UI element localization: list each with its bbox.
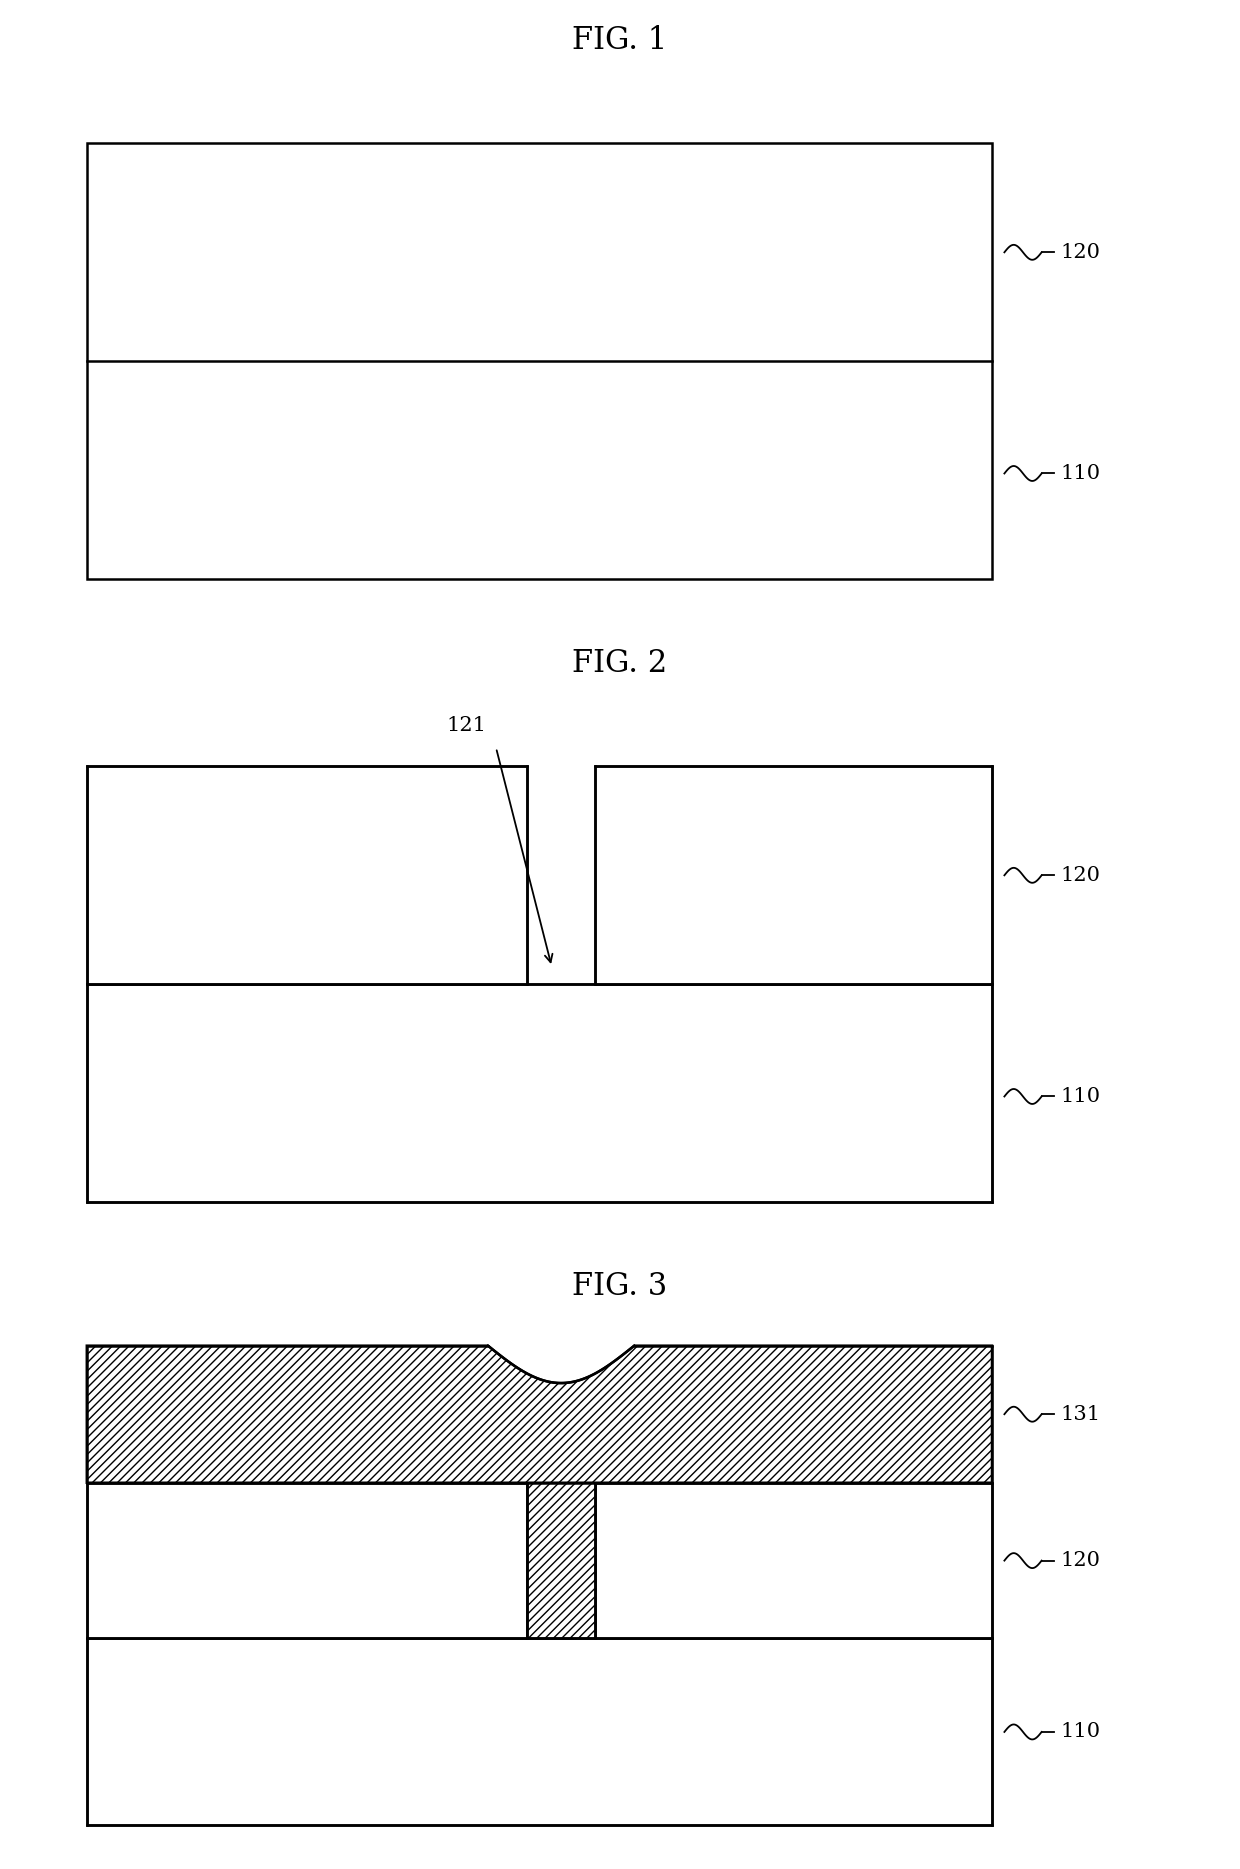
Text: 121: 121	[446, 716, 486, 735]
Bar	[87, 1482, 527, 1639]
Text: FIG. 3: FIG. 3	[573, 1271, 667, 1303]
Text: FIG. 2: FIG. 2	[573, 649, 667, 678]
Bar	[595, 1482, 992, 1639]
Text: FIG. 1: FIG. 1	[573, 24, 667, 56]
Text: 120: 120	[1060, 243, 1100, 262]
Bar	[87, 985, 992, 1202]
Bar	[87, 1639, 992, 1826]
Text: 131: 131	[1060, 1405, 1100, 1424]
Polygon shape	[527, 1482, 595, 1639]
Bar	[595, 766, 992, 985]
Text: 110: 110	[1060, 1088, 1100, 1106]
Polygon shape	[87, 1346, 992, 1482]
Bar	[87, 144, 992, 579]
Text: 110: 110	[1060, 1723, 1100, 1742]
Text: 110: 110	[1060, 464, 1100, 482]
Bar	[87, 766, 527, 985]
Text: 120: 120	[1060, 1551, 1100, 1570]
Text: 120: 120	[1060, 865, 1100, 884]
